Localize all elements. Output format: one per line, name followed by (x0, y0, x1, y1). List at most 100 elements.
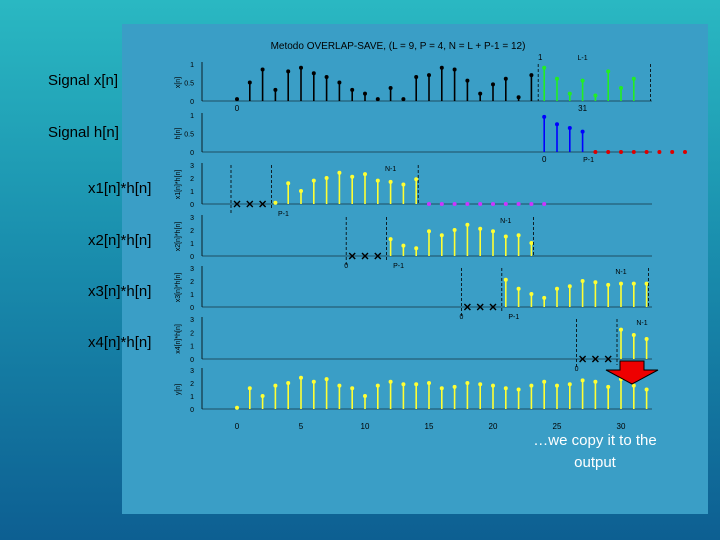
h-zero-3 (631, 150, 636, 154)
x2h-sample-7-marker (478, 226, 483, 231)
y-sample-31-marker (631, 383, 636, 388)
x2h-sample-9-marker (503, 234, 508, 239)
ytick-y-1: 1 (190, 394, 194, 401)
ylabel-x2h: x2[n]*h[n] (175, 222, 182, 252)
x1h-zero-1 (439, 202, 444, 206)
y-sample-23-marker (529, 383, 534, 388)
h-annot-0: 0 (542, 155, 547, 164)
x3h-annot-1: P-1 (508, 314, 519, 321)
x2h-sample-1-marker (401, 243, 406, 248)
x-sample-17-marker (452, 67, 457, 72)
xtick-4: 20 (489, 422, 498, 431)
x4h-cross-2 (604, 355, 612, 363)
x-sample-11-marker (375, 97, 380, 102)
x-sample-8-marker (337, 80, 342, 85)
x1h-sample-10-marker (401, 182, 406, 187)
h-zero-4 (644, 150, 649, 154)
x3h-sample-3-marker (542, 295, 547, 300)
x-sample-24-marker (542, 65, 547, 70)
y-sample-25-marker (555, 383, 559, 388)
x-sample-22-marker (516, 95, 521, 100)
y-sample-6-marker (311, 379, 316, 384)
x3h-sample-4-marker (555, 286, 559, 291)
ytick-x-2: 1 (190, 62, 194, 69)
x3h-sample-5-marker (567, 284, 572, 289)
ylabel-x1h: x1[n]*h[n] (175, 170, 182, 200)
x1h-zero-4 (478, 202, 483, 206)
h-sample-0-marker (542, 114, 547, 119)
x-sample-20-marker (491, 82, 495, 87)
x1h-cross-1 (246, 200, 254, 208)
ytick-y-3: 3 (190, 368, 194, 375)
x-sample-12-marker (388, 86, 393, 91)
x3h-cross-0 (463, 303, 471, 311)
y-sample-17-marker (452, 384, 457, 389)
x-sample-31-marker (631, 76, 636, 81)
ylabel-x4h: x4[n]*h[n] (175, 324, 182, 354)
ytick-x4h-1: 1 (190, 344, 194, 351)
x4h-sample-1-marker (631, 333, 636, 337)
y-sample-20-marker (491, 383, 495, 388)
x2h-annot-1: P-1 (393, 263, 404, 270)
label-x4h: x4[n]*h[n] (88, 334, 152, 351)
ytick-x1h-2: 2 (190, 176, 194, 183)
y-sample-28-marker (593, 379, 598, 384)
x-annot-0: 0 (235, 104, 240, 113)
x4h-sample-2-marker (644, 337, 649, 341)
x2h-annot-2: N-1 (500, 218, 511, 225)
x3h-sample-0-marker (503, 277, 508, 282)
x1h-sample-11-marker (414, 177, 419, 182)
label-x1h: x1[n]*h[n] (88, 180, 152, 197)
x1h-sample-9-marker (388, 179, 393, 184)
x1h-cross-2 (259, 200, 267, 208)
x1h-zero-8 (529, 202, 534, 206)
x-sample-27-marker (580, 78, 585, 83)
xtick-3: 15 (425, 422, 434, 431)
x1h-sample-7-marker (363, 172, 367, 177)
x-annot-1: 1 (538, 53, 543, 62)
y-sample-29-marker (606, 384, 611, 389)
x3h-sample-7-marker (593, 280, 598, 285)
y-sample-26-marker (567, 382, 572, 387)
ytick-x4h-0: 0 (190, 357, 194, 364)
ytick-y-2: 2 (190, 381, 194, 388)
x1h-sample-5-marker (337, 170, 342, 175)
x2h-cross-0 (348, 252, 356, 260)
y-sample-0-marker (235, 405, 239, 410)
h-zero-7 (683, 150, 687, 154)
x3h-sample-1-marker (516, 286, 521, 291)
ytick-h-1: 0.5 (184, 132, 194, 139)
ytick-x2h-0: 0 (190, 254, 194, 261)
x2h-sample-10-marker (516, 233, 521, 238)
x2h-sample-6-marker (465, 222, 470, 227)
xtick-5: 25 (553, 422, 562, 431)
h-zero-2 (619, 150, 623, 154)
x2h-sample-8-marker (491, 229, 495, 234)
x-sample-7-marker (324, 74, 329, 79)
x1h-sample-6-marker (350, 174, 355, 179)
y-sample-21-marker (503, 386, 508, 391)
ylabel-h: h[n] (175, 128, 182, 140)
x-sample-18-marker (465, 78, 470, 83)
x1h-sample-0-marker (273, 200, 278, 205)
x1h-sample-3-marker (311, 178, 316, 183)
y-sample-8-marker (337, 383, 342, 388)
y-sample-5-marker (299, 375, 303, 380)
ytick-x2h-1: 1 (190, 241, 194, 248)
x-annot-31: 31 (578, 104, 587, 113)
x-sample-14-marker (414, 74, 419, 79)
y-sample-12-marker (388, 379, 393, 384)
x2h-sample-5-marker (452, 228, 457, 232)
x4h-annot-0: 0 (575, 366, 579, 373)
figure-title: Metodo OVERLAP-SAVE, (L = 9, P = 4, N = … (271, 41, 526, 52)
x2h-sample-4-marker (439, 233, 444, 238)
ytick-x-1: 0.5 (184, 81, 194, 88)
x4h-annot-2: N-1 (636, 320, 647, 327)
y-sample-24-marker (542, 379, 547, 384)
y-sample-19-marker (478, 382, 483, 387)
y-sample-16-marker (439, 386, 444, 391)
y-sample-11-marker (375, 383, 380, 388)
x3h-sample-10-marker (631, 281, 636, 286)
x-sample-15-marker (427, 73, 431, 78)
x1h-zero-0 (427, 202, 431, 206)
